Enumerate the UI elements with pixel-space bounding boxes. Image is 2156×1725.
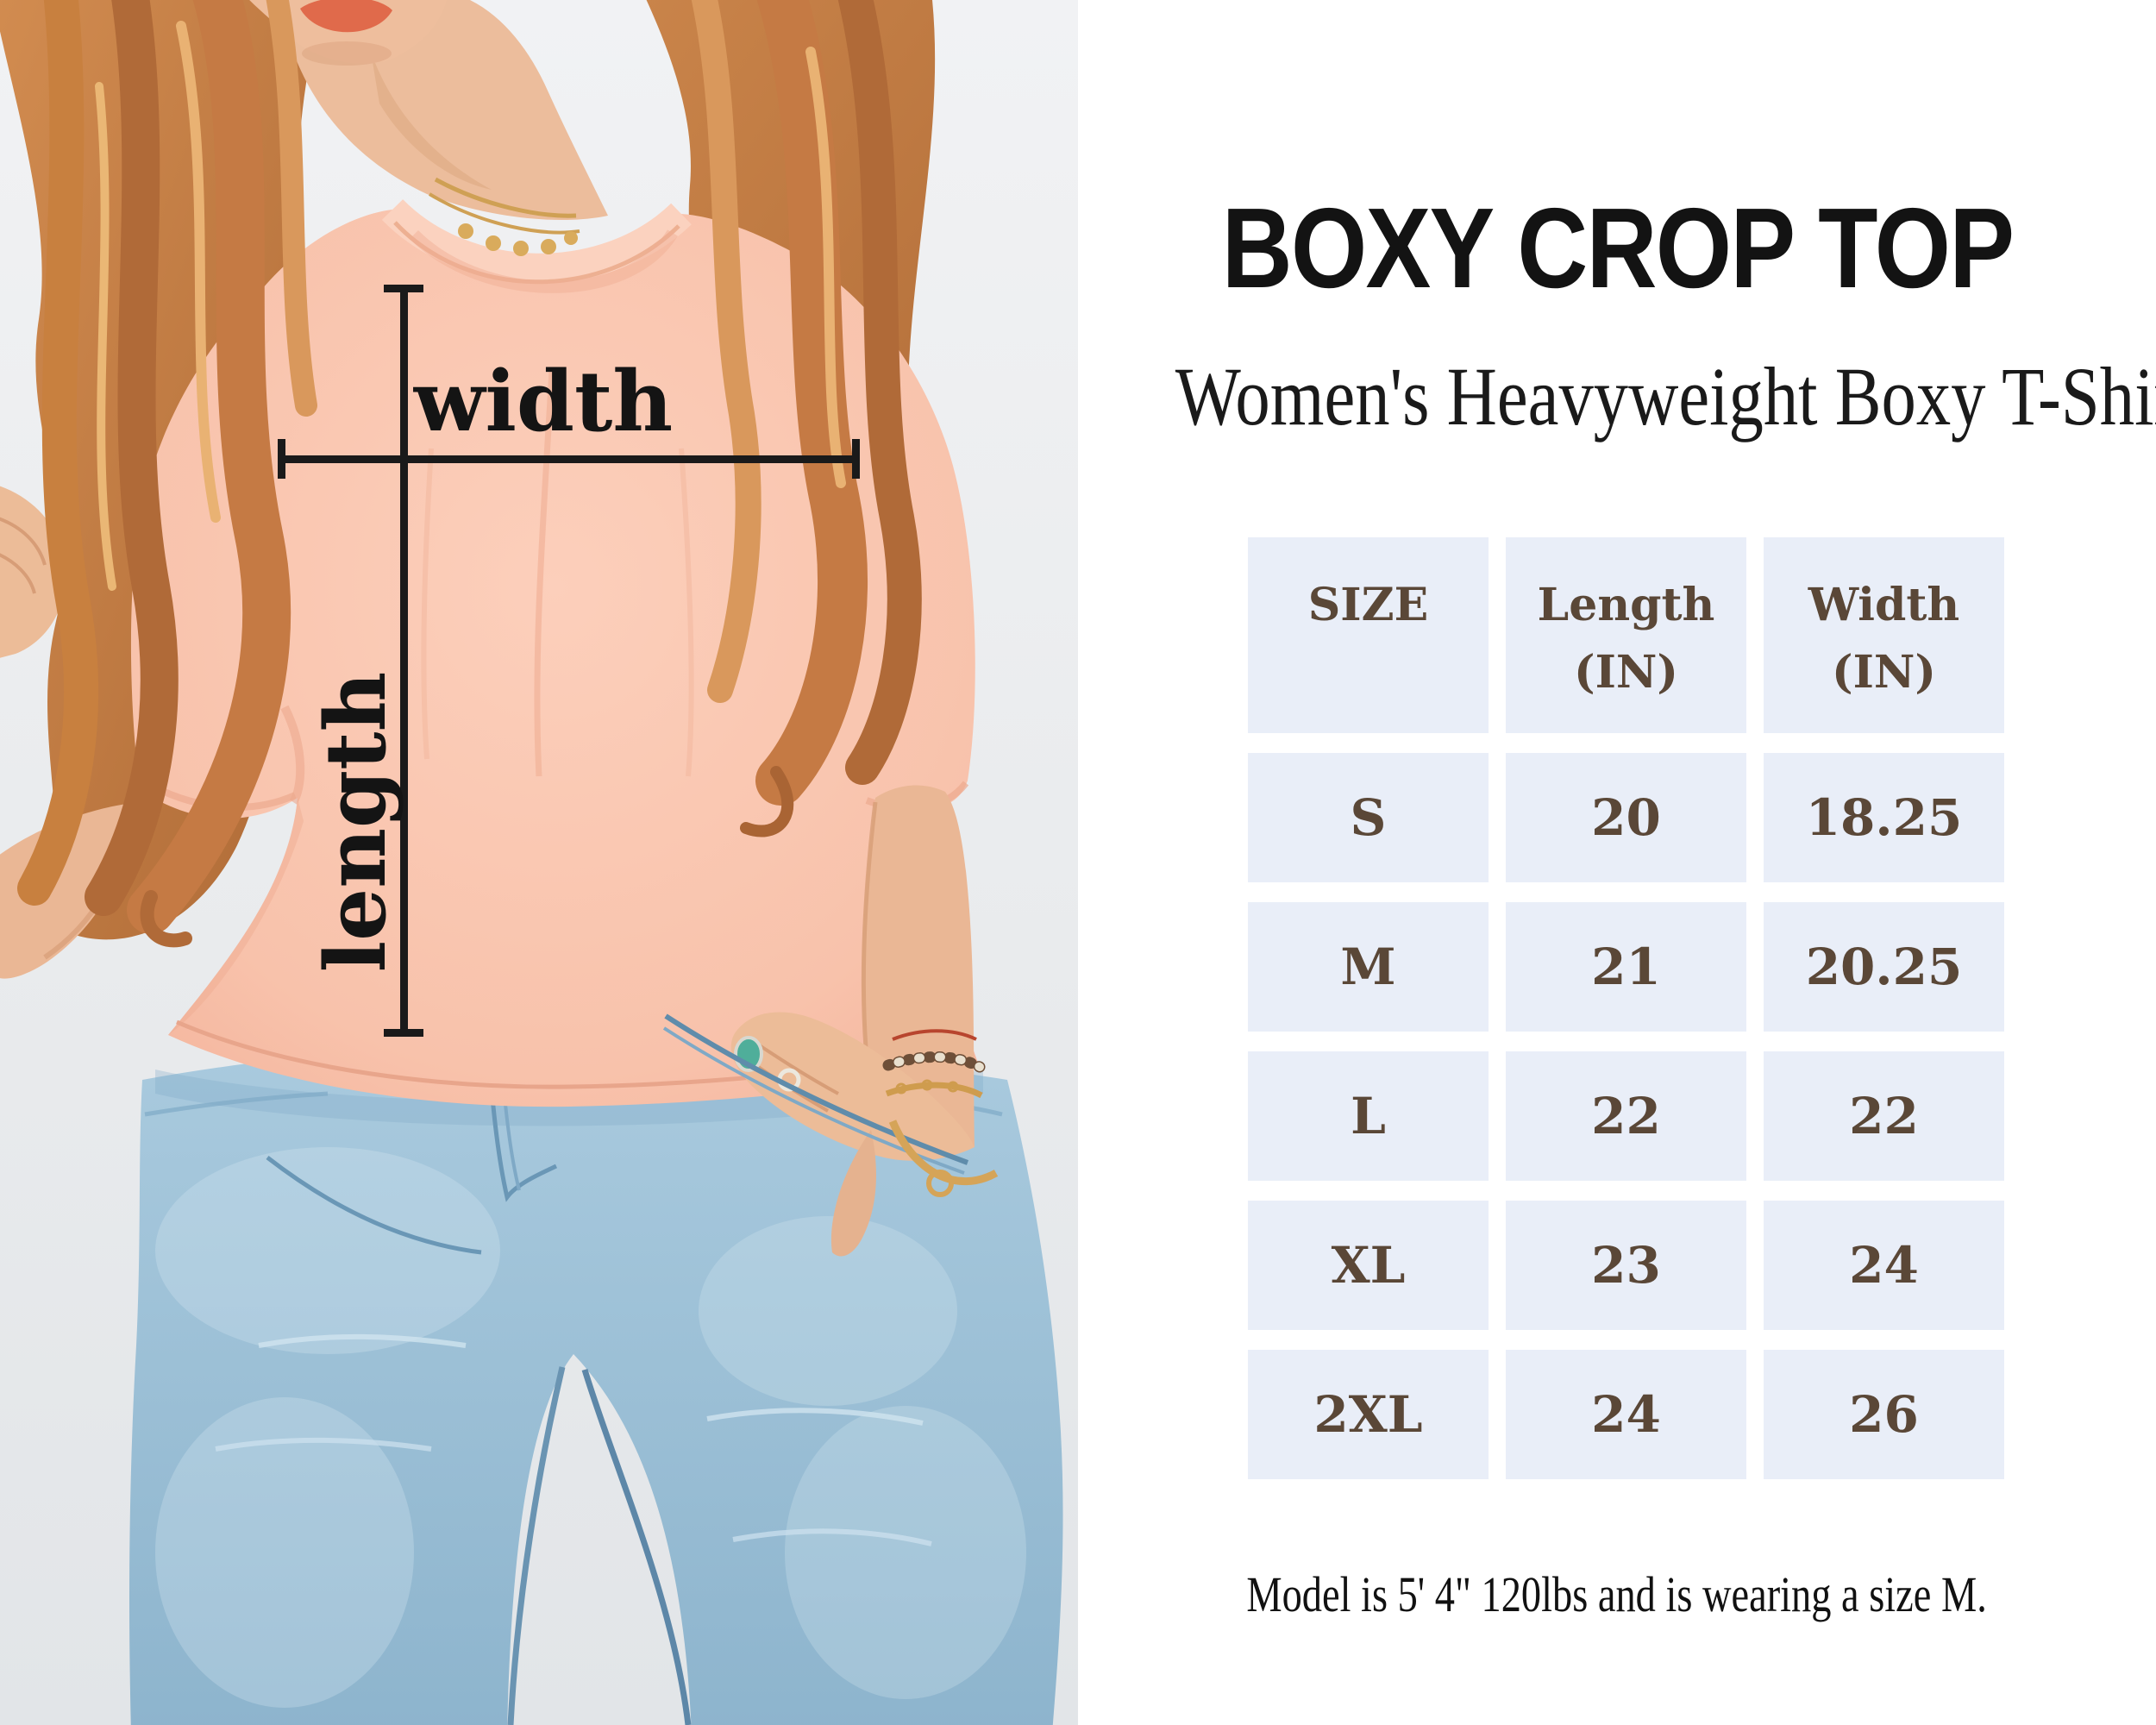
length-cell: 24 bbox=[1506, 1350, 1746, 1479]
model-skin bbox=[249, 0, 608, 221]
width-cell: 24 bbox=[1764, 1201, 2004, 1330]
width-cell: 26 bbox=[1764, 1350, 2004, 1479]
jeans-left-pocket-seam bbox=[266, 1156, 482, 1255]
necklace bbox=[428, 177, 580, 256]
size-cell: L bbox=[1248, 1051, 1489, 1181]
column-header-size: SIZE bbox=[1248, 537, 1489, 733]
jeans bbox=[129, 1048, 1063, 1725]
jeans-left-inseam bbox=[507, 1366, 566, 1725]
length-cell: 22 bbox=[1506, 1051, 1746, 1181]
length-cell: 20 bbox=[1506, 753, 1746, 882]
width-line-left-tick bbox=[278, 439, 285, 479]
size-table: SIZE Length (IN) Width (IN) S 20 18.25 M… bbox=[1248, 537, 2004, 1479]
model-photo-illustration bbox=[0, 0, 1078, 1725]
lips bbox=[300, 0, 392, 33]
length-cell: 21 bbox=[1506, 902, 1746, 1032]
size-cell: 2XL bbox=[1248, 1350, 1489, 1479]
width-cell: 20.25 bbox=[1764, 902, 2004, 1032]
product-subtitle: Women's Heavyweight Boxy T-Shirt bbox=[1175, 350, 2156, 442]
width-cell: 22 bbox=[1764, 1051, 2004, 1181]
column-header-length: Length (IN) bbox=[1506, 537, 1746, 733]
model-note: Model is 5' 4" 120lbs and is wearing a s… bbox=[1246, 1566, 1988, 1622]
bracelets bbox=[882, 1029, 999, 1197]
collar bbox=[381, 198, 692, 283]
width-cell: 18.25 bbox=[1764, 753, 2004, 882]
jeans-right-pocket-seam bbox=[664, 1013, 969, 1165]
length-measure-line bbox=[400, 285, 408, 1037]
width-label: width bbox=[413, 353, 674, 450]
width-line-right-tick bbox=[852, 439, 860, 479]
size-cell: S bbox=[1248, 753, 1489, 882]
length-line-top-tick bbox=[384, 285, 423, 292]
product-title: BOXY CROP TOP bbox=[1221, 185, 2014, 311]
jeans-right-inseam bbox=[581, 1368, 692, 1725]
info-panel: BOXY CROP TOP Women's Heavyweight Boxy T… bbox=[1078, 0, 2156, 1725]
thumb bbox=[830, 1130, 876, 1257]
hair-front bbox=[17, 0, 922, 948]
column-header-width: Width (IN) bbox=[1764, 537, 2004, 733]
length-cell: 23 bbox=[1506, 1201, 1746, 1330]
hand-in-pocket bbox=[730, 1012, 975, 1161]
necklace-coin bbox=[458, 223, 473, 239]
length-line-bottom-tick bbox=[384, 1029, 423, 1037]
arms bbox=[0, 486, 999, 1257]
left-forearm bbox=[0, 802, 138, 979]
size-cell: XL bbox=[1248, 1201, 1489, 1330]
model-photo: width length bbox=[0, 0, 1078, 1725]
length-label: length bbox=[307, 671, 404, 973]
width-measure-line bbox=[278, 455, 860, 463]
size-cell: M bbox=[1248, 902, 1489, 1032]
